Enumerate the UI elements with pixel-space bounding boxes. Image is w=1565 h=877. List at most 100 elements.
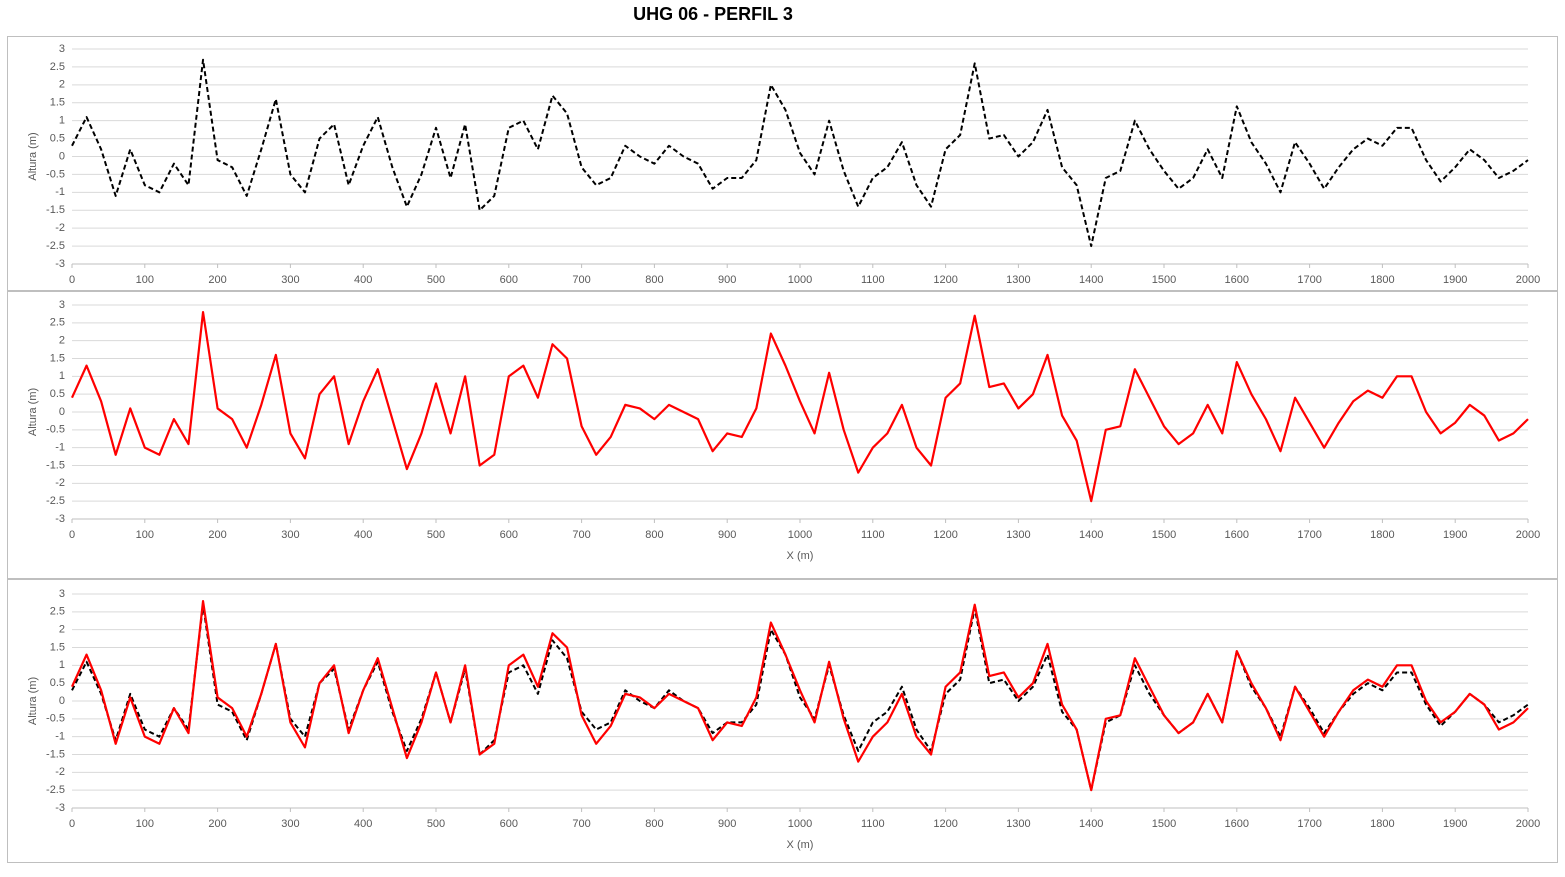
x-tick-label: 1400: [1079, 818, 1103, 830]
x-tick-label: 1900: [1443, 529, 1467, 541]
x-tick-label: 1600: [1225, 274, 1249, 286]
x-tick-label: 1100: [861, 529, 885, 541]
x-tick-label: 300: [281, 818, 299, 830]
y-axis-label: Altura (m): [27, 132, 39, 180]
x-tick-label: 800: [645, 274, 663, 286]
y-tick-label: -2.5: [46, 784, 65, 796]
x-tick-label: 1800: [1370, 274, 1394, 286]
x-tick-label: 900: [718, 529, 736, 541]
x-tick-label: 100: [136, 274, 154, 286]
y-axis-label: Altura (m): [27, 388, 39, 436]
x-tick-label: 400: [354, 274, 372, 286]
y-tick-label: 0: [59, 695, 65, 707]
y-tick-label: 1.5: [50, 352, 65, 364]
x-tick-label: 300: [281, 529, 299, 541]
x-tick-label: 1200: [933, 529, 957, 541]
x-tick-label: 1000: [788, 274, 812, 286]
y-tick-label: 0.5: [50, 388, 65, 400]
y-tick-label: -1: [55, 186, 65, 198]
y-tick-label: -0.5: [46, 713, 65, 725]
y-tick-label: 1: [59, 115, 65, 127]
y-tick-label: -3: [55, 802, 65, 814]
x-tick-label: 1900: [1443, 818, 1467, 830]
x-tick-label: 1600: [1225, 529, 1249, 541]
y-tick-label: -2: [55, 222, 65, 234]
y-tick-label: -1: [55, 731, 65, 743]
y-tick-label: 2: [59, 335, 65, 347]
x-tick-label: 0: [69, 818, 75, 830]
x-tick-label: 1000: [788, 529, 812, 541]
x-axis-label: X (m): [787, 550, 814, 562]
profile-line: [70, 311, 1529, 503]
y-tick-label: 1.5: [50, 97, 65, 109]
profile-line: [70, 600, 1529, 792]
y-tick-label: 1: [59, 370, 65, 382]
x-tick-label: 1300: [1006, 274, 1030, 286]
x-tick-label: 2000: [1516, 529, 1540, 541]
x-tick-label: 100: [136, 818, 154, 830]
y-tick-label: 0.5: [50, 132, 65, 144]
y-tick-label: -0.5: [46, 424, 65, 436]
x-tick-label: 1700: [1297, 529, 1321, 541]
y-tick-label: 2: [59, 624, 65, 636]
x-tick-label: 200: [208, 818, 226, 830]
y-tick-label: -1.5: [46, 204, 65, 216]
x-tick-label: 0: [69, 529, 75, 541]
y-tick-label: 2.5: [50, 317, 65, 329]
y-tick-label: -2.5: [46, 240, 65, 252]
x-tick-label: 200: [208, 529, 226, 541]
x-tick-label: 1500: [1152, 818, 1176, 830]
x-tick-label: 1600: [1225, 818, 1249, 830]
x-tick-label: 600: [500, 529, 518, 541]
x-tick-label: 100: [136, 529, 154, 541]
x-tick-label: 500: [427, 529, 445, 541]
y-tick-label: 1: [59, 659, 65, 671]
x-tick-label: 200: [208, 274, 226, 286]
x-tick-label: 800: [645, 529, 663, 541]
y-tick-label: -2: [55, 766, 65, 778]
chart-title: UHG 06 - PERFIL 3: [633, 4, 793, 24]
x-tick-label: 1400: [1079, 529, 1103, 541]
y-tick-label: 1.5: [50, 641, 65, 653]
x-tick-label: 2000: [1516, 818, 1540, 830]
y-tick-label: 2.5: [50, 61, 65, 73]
x-tick-label: 300: [281, 274, 299, 286]
x-tick-label: 400: [354, 529, 372, 541]
x-tick-label: 700: [572, 529, 590, 541]
x-tick-label: 0: [69, 274, 75, 286]
x-tick-label: 1300: [1006, 818, 1030, 830]
x-axis-label: X (m): [787, 839, 814, 851]
y-tick-label: 2: [59, 79, 65, 91]
x-tick-label: 2000: [1516, 274, 1540, 286]
x-tick-label: 1200: [933, 818, 957, 830]
y-tick-label: -2: [55, 477, 65, 489]
x-tick-label: 1500: [1152, 529, 1176, 541]
profile-line: [71, 58, 1529, 248]
x-tick-label: 1200: [933, 274, 957, 286]
x-tick-label: 700: [572, 274, 590, 286]
panel-frame: [7, 579, 1558, 863]
x-tick-label: 400: [354, 818, 372, 830]
y-tick-label: 0: [59, 150, 65, 162]
y-tick-label: -2.5: [46, 495, 65, 507]
y-tick-label: -1.5: [46, 748, 65, 760]
x-tick-label: 500: [427, 818, 445, 830]
y-tick-label: 3: [59, 43, 65, 55]
x-tick-label: 1700: [1297, 818, 1321, 830]
y-tick-label: -0.5: [46, 168, 65, 180]
x-tick-label: 1800: [1370, 818, 1394, 830]
y-tick-label: -3: [55, 258, 65, 270]
x-tick-label: 1900: [1443, 274, 1467, 286]
panel-frame: [7, 291, 1558, 579]
y-tick-label: -1: [55, 442, 65, 454]
panel-frame: [7, 36, 1558, 291]
x-tick-label: 1000: [788, 818, 812, 830]
x-tick-label: 600: [500, 274, 518, 286]
y-tick-label: -1.5: [46, 459, 65, 471]
x-tick-label: 1100: [861, 274, 885, 286]
y-axis-label: Altura (m): [27, 677, 39, 725]
x-tick-label: 500: [427, 274, 445, 286]
x-tick-label: 1700: [1297, 274, 1321, 286]
x-tick-label: 1300: [1006, 529, 1030, 541]
